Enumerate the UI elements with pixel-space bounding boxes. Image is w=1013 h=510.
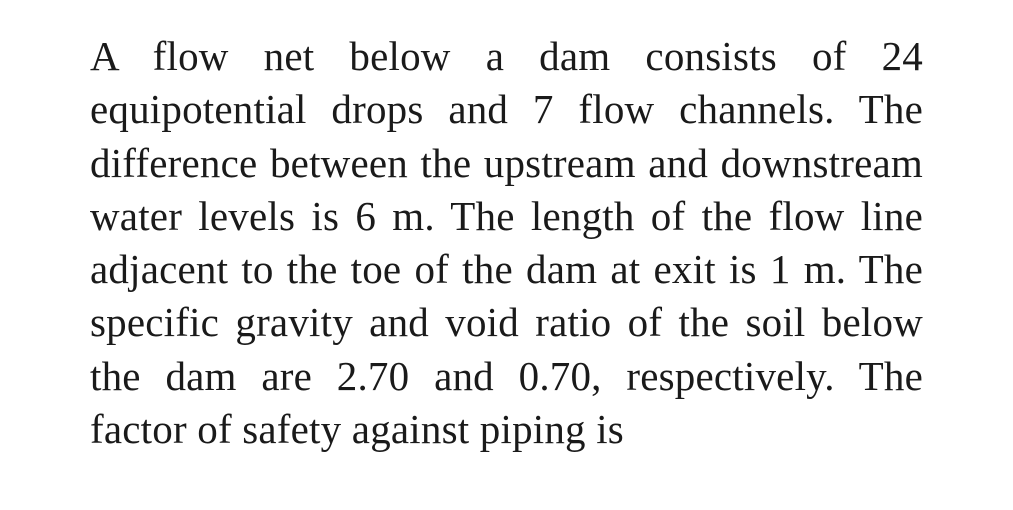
document-page: A flow net below a dam consists of 24 eq…	[0, 0, 1013, 510]
problem-statement: A flow net below a dam consists of 24 eq…	[90, 30, 923, 456]
